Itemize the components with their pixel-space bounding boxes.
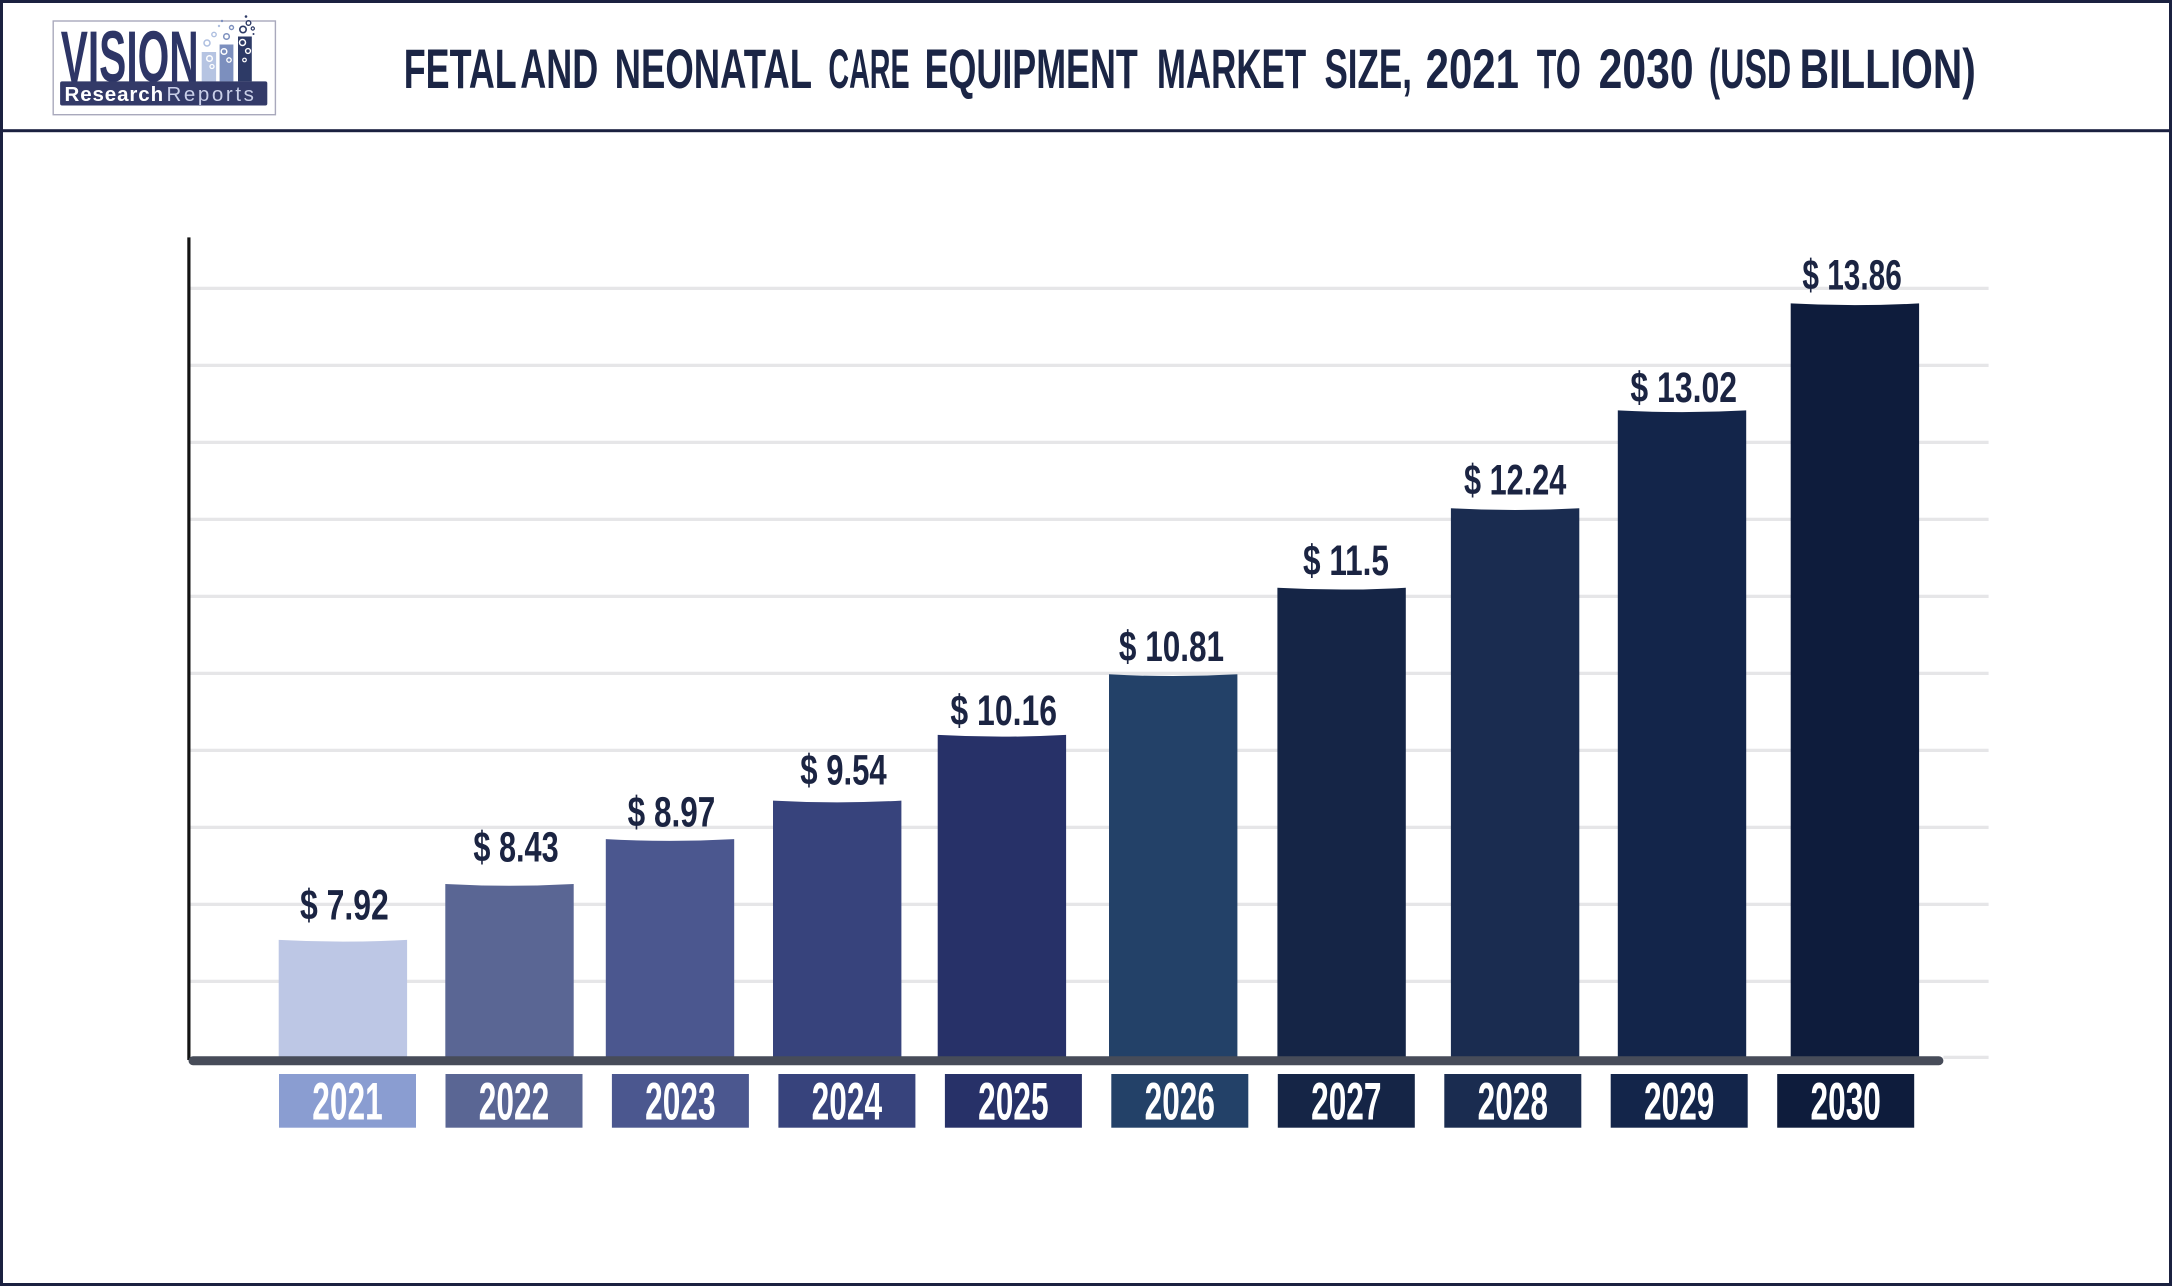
svg-text:$ 8.97: $ 8.97 — [628, 788, 716, 836]
svg-text:$ 12.24: $ 12.24 — [1464, 456, 1567, 504]
svg-text:2025: 2025 — [978, 1073, 1048, 1131]
svg-text:AND: AND — [520, 38, 598, 100]
svg-text:SIZE,: SIZE, — [1324, 38, 1411, 100]
svg-text:Research: Research — [65, 83, 165, 106]
svg-text:$ 10.16: $ 10.16 — [950, 687, 1057, 735]
svg-text:TO: TO — [1537, 38, 1581, 100]
svg-text:BILLION): BILLION) — [1800, 39, 1976, 101]
svg-text:EQUIPMENT: EQUIPMENT — [925, 38, 1138, 100]
svg-text:2028: 2028 — [1478, 1073, 1548, 1131]
svg-text:2027: 2027 — [1311, 1073, 1381, 1131]
svg-text:CARE: CARE — [828, 39, 909, 101]
svg-text:$ 8.43: $ 8.43 — [473, 823, 558, 871]
svg-text:(USD: (USD — [1709, 37, 1791, 100]
svg-text:$ 7.92: $ 7.92 — [300, 881, 389, 929]
svg-text:NEONATAL: NEONATAL — [615, 37, 812, 100]
svg-text:MARKET: MARKET — [1157, 38, 1306, 100]
svg-text:2029: 2029 — [1644, 1073, 1714, 1131]
svg-text:2023: 2023 — [645, 1073, 715, 1131]
svg-text:2030: 2030 — [1599, 39, 1694, 101]
svg-text:$ 13.86: $ 13.86 — [1802, 251, 1901, 299]
svg-text:2026: 2026 — [1145, 1073, 1215, 1131]
svg-text:2030: 2030 — [1810, 1073, 1880, 1131]
svg-text:Reports: Reports — [167, 83, 257, 106]
svg-text:$ 13.02: $ 13.02 — [1630, 363, 1737, 411]
svg-text:$ 9.54: $ 9.54 — [800, 746, 887, 794]
svg-text:$ 10.81: $ 10.81 — [1119, 622, 1224, 670]
svg-text:2021: 2021 — [312, 1073, 382, 1131]
svg-text:2024: 2024 — [812, 1073, 882, 1131]
svg-text:FETAL: FETAL — [404, 38, 517, 100]
svg-text:$ 11.5: $ 11.5 — [1303, 536, 1389, 584]
svg-text:2021: 2021 — [1426, 38, 1519, 100]
svg-text:2022: 2022 — [479, 1073, 549, 1131]
